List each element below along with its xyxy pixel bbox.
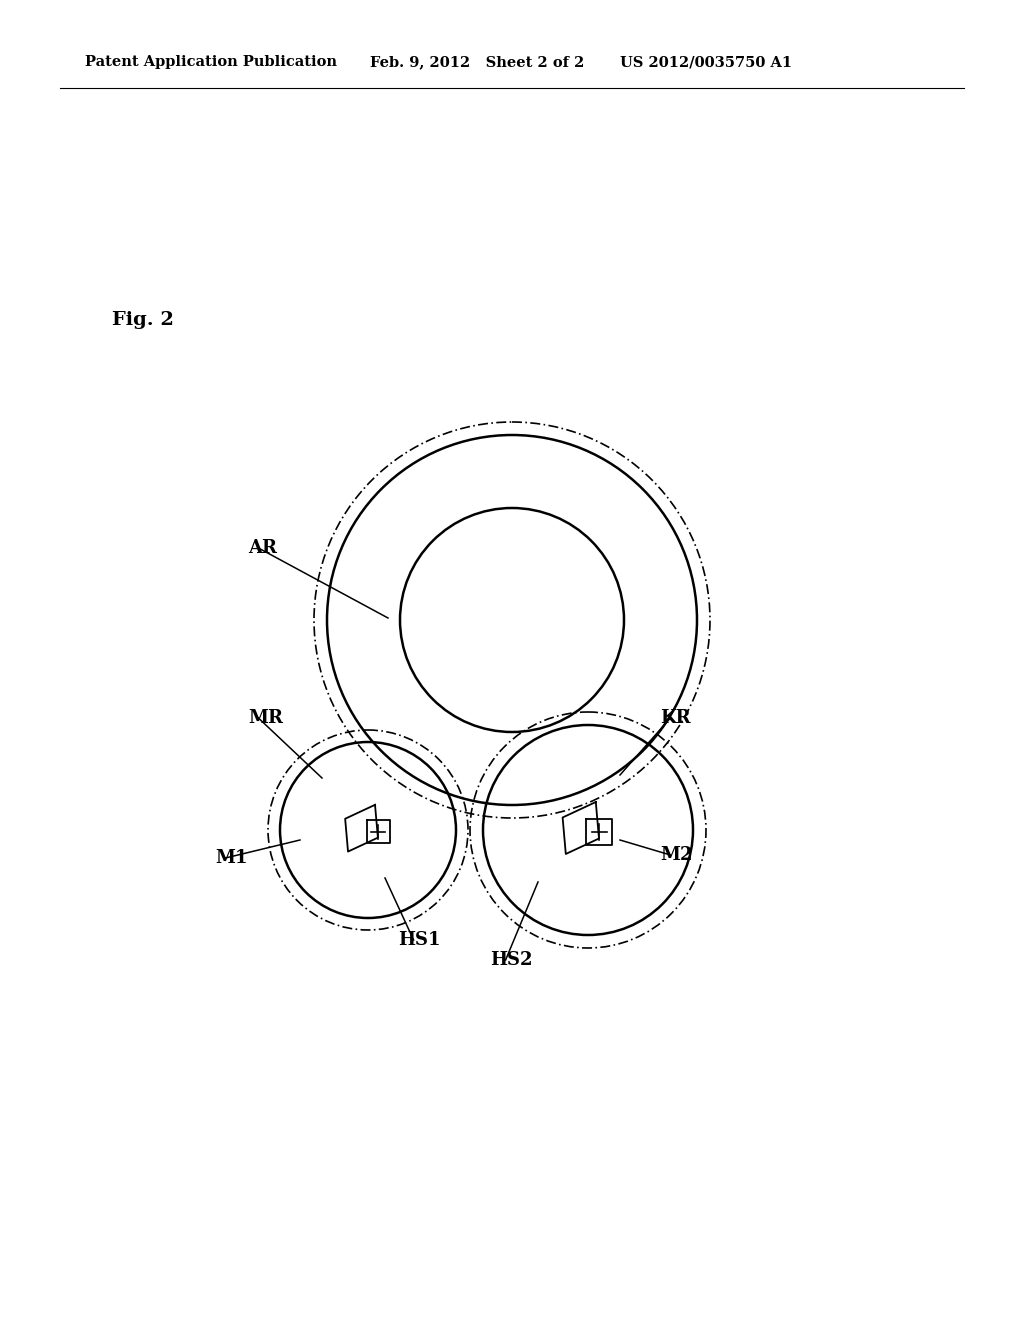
Text: Patent Application Publication: Patent Application Publication	[85, 55, 337, 69]
Text: Feb. 9, 2012   Sheet 2 of 2: Feb. 9, 2012 Sheet 2 of 2	[370, 55, 585, 69]
Text: US 2012/0035750 A1: US 2012/0035750 A1	[620, 55, 793, 69]
Text: Fig. 2: Fig. 2	[112, 312, 174, 329]
Text: M1: M1	[215, 849, 248, 867]
Text: HS2: HS2	[490, 950, 532, 969]
Text: MR: MR	[248, 709, 283, 727]
Text: AR: AR	[248, 539, 278, 557]
Text: M2: M2	[660, 846, 692, 865]
Text: HS1: HS1	[398, 931, 440, 949]
Text: KR: KR	[660, 709, 690, 727]
